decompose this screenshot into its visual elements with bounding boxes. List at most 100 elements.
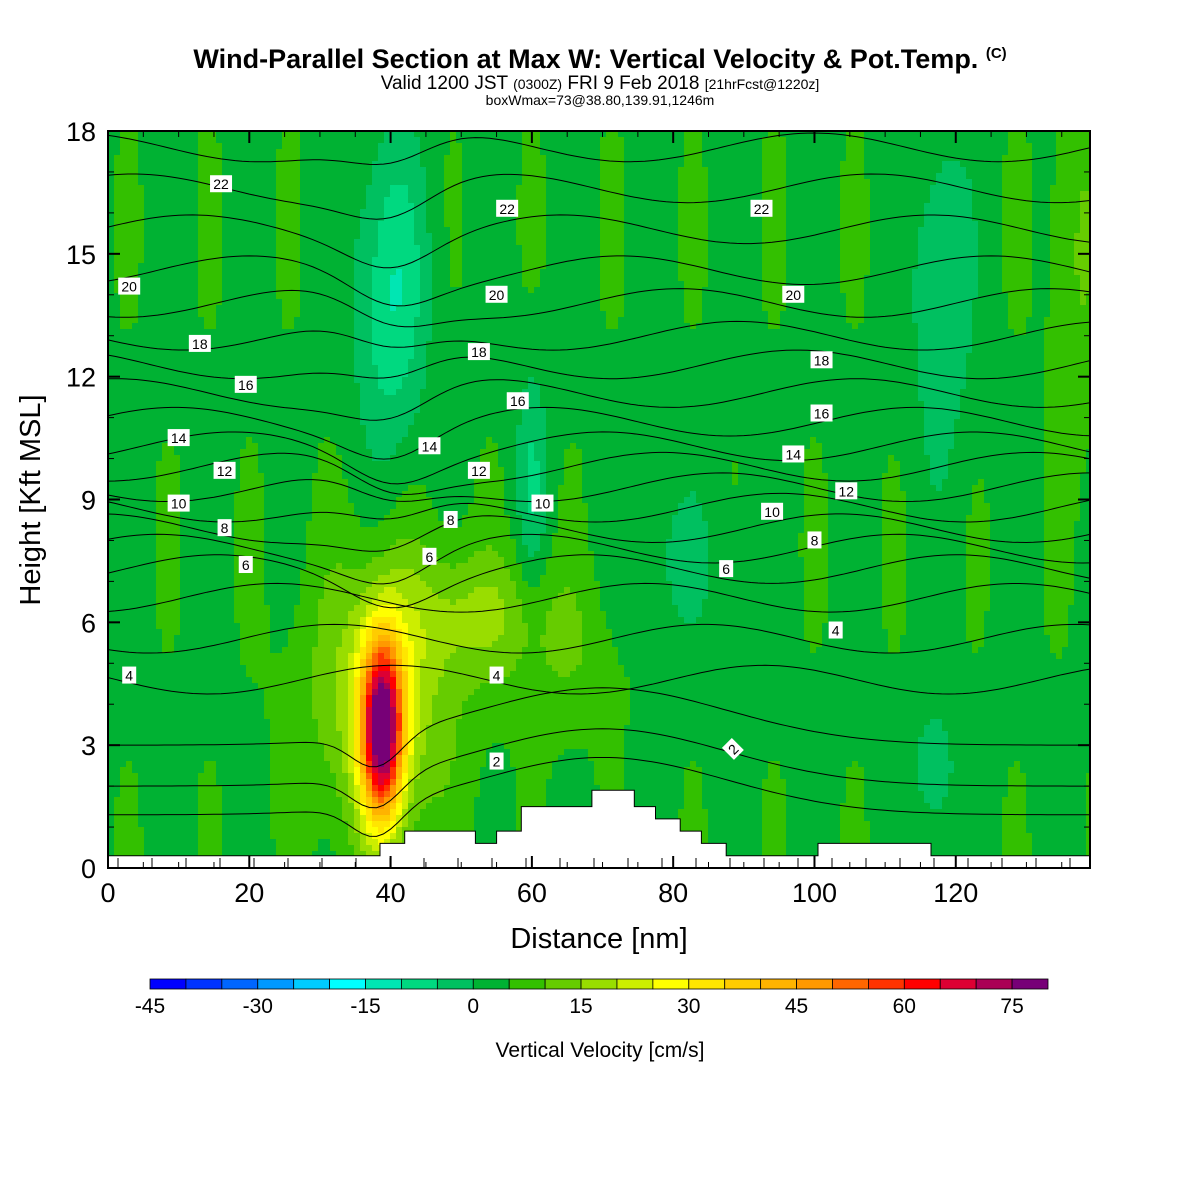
- field-cell: [216, 245, 223, 252]
- field-cell: [204, 761, 211, 768]
- field-cell: [318, 137, 325, 144]
- field-cell: [204, 449, 211, 456]
- field-cell: [258, 407, 265, 414]
- field-cell: [180, 335, 187, 342]
- field-cell: [306, 839, 313, 846]
- field-cell: [252, 551, 259, 558]
- field-cell: [186, 641, 193, 648]
- field-cell: [252, 203, 259, 210]
- field-cell: [240, 749, 247, 756]
- field-cell: [222, 773, 229, 780]
- field-cell: [114, 263, 121, 270]
- field-cell: [306, 815, 313, 822]
- field-cell: [210, 335, 217, 342]
- field-cell: [318, 719, 325, 726]
- field-cell: [114, 773, 121, 780]
- field-cell: [132, 467, 139, 474]
- field-cell: [180, 227, 187, 234]
- field-cell: [204, 773, 211, 780]
- field-cell: [228, 227, 235, 234]
- field-cell: [120, 419, 127, 426]
- field-cell: [246, 227, 253, 234]
- field-cell: [120, 197, 127, 204]
- field-cell: [294, 599, 301, 606]
- field-cell: [162, 167, 169, 174]
- field-cell: [228, 797, 235, 804]
- field-cell: [258, 179, 265, 186]
- field-cell: [312, 359, 319, 366]
- field-cell: [336, 185, 343, 192]
- field-cell: [258, 383, 265, 390]
- field-cell: [330, 521, 337, 528]
- field-cell: [318, 605, 325, 612]
- field-cell: [180, 161, 187, 168]
- field-cell: [264, 701, 271, 708]
- field-cell: [312, 731, 319, 738]
- field-cell: [150, 737, 157, 744]
- field-cell: [318, 695, 325, 702]
- field-cell: [348, 503, 355, 510]
- field-cell: [198, 539, 205, 546]
- field-cell: [330, 563, 337, 570]
- field-cell: [288, 413, 295, 420]
- field-cell: [288, 311, 295, 318]
- field-cell: [288, 527, 295, 534]
- field-cell: [264, 719, 271, 726]
- field-cell: [252, 761, 259, 768]
- field-cell: [324, 533, 331, 540]
- field-cell: [192, 173, 199, 180]
- field-cell: [168, 353, 175, 360]
- field-cell: [168, 161, 175, 168]
- field-cell: [126, 593, 133, 600]
- field-cell: [234, 833, 241, 840]
- field-cell: [330, 599, 337, 606]
- field-cell: [300, 473, 307, 480]
- field-cell: [300, 395, 307, 402]
- field-cell: [288, 473, 295, 480]
- field-cell: [216, 407, 223, 414]
- field-cell: [144, 239, 151, 246]
- field-cell: [216, 653, 223, 660]
- field-cell: [336, 323, 343, 330]
- field-cell: [288, 203, 295, 210]
- field-cell: [204, 563, 211, 570]
- field-cell: [258, 605, 265, 612]
- field-cell: [246, 149, 253, 156]
- field-cell: [282, 323, 289, 330]
- field-cell: [222, 335, 229, 342]
- field-cell: [288, 251, 295, 258]
- field-cell: [240, 605, 247, 612]
- field-cell: [150, 461, 157, 468]
- field-cell: [300, 503, 307, 510]
- field-cell: [174, 395, 181, 402]
- field-cell: [258, 671, 265, 678]
- field-cell: [216, 569, 223, 576]
- field-cell: [192, 767, 199, 774]
- field-cell: [246, 707, 253, 714]
- field-cell: [318, 593, 325, 600]
- field-cell: [174, 401, 181, 408]
- field-cell: [294, 545, 301, 552]
- field-cell: [120, 209, 127, 216]
- field-cell: [252, 767, 259, 774]
- field-cell: [246, 671, 253, 678]
- field-cell: [258, 437, 265, 444]
- field-cell: [120, 815, 127, 822]
- field-cell: [162, 485, 169, 492]
- field-cell: [324, 197, 331, 204]
- field-cell: [138, 143, 145, 150]
- field-cell: [186, 671, 193, 678]
- field-cell: [186, 269, 193, 276]
- field-cell: [144, 431, 151, 438]
- field-cell: [282, 581, 289, 588]
- field-cell: [252, 797, 259, 804]
- field-cell: [252, 329, 259, 336]
- field-cell: [186, 605, 193, 612]
- field-cell: [192, 563, 199, 570]
- field-cell: [114, 191, 121, 198]
- field-cell: [288, 755, 295, 762]
- field-cell: [276, 347, 283, 354]
- field-cell: [168, 137, 175, 144]
- field-cell: [132, 623, 139, 630]
- field-cell: [216, 419, 223, 426]
